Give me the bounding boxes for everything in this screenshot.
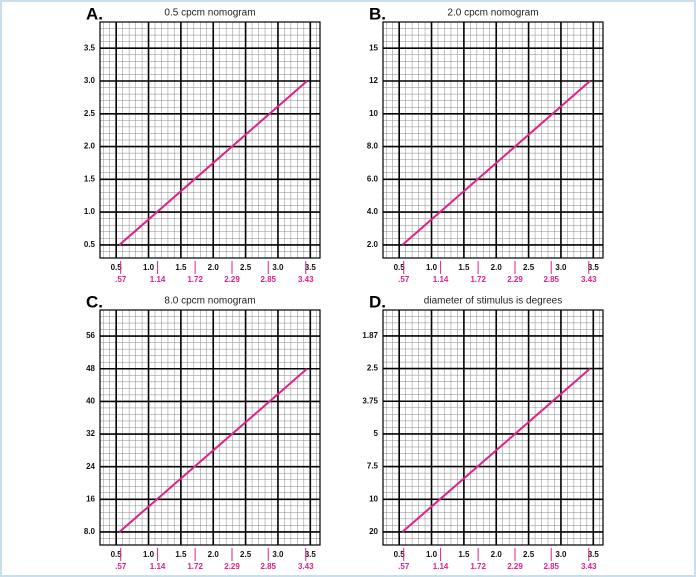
- x-tick-label: 2.5: [240, 263, 252, 272]
- x-tick-label: 3.0: [555, 550, 567, 559]
- chart-title: 0.5 cpcm nomogram: [164, 8, 255, 19]
- x-tick-label: 0.5: [111, 263, 123, 272]
- y-tick-label: 0.5: [84, 240, 96, 249]
- y-tick-label: 3.5: [84, 43, 96, 52]
- x2-tick-label: 1.72: [470, 275, 486, 284]
- x-tick-label: 1.0: [143, 550, 155, 559]
- chart-title: diameter of stimulus is degrees: [424, 296, 562, 307]
- x-tick-label: 1.0: [143, 263, 155, 272]
- x2-tick-label: .57: [398, 562, 410, 571]
- y-tick-label: 10: [369, 494, 378, 503]
- x-tick-label: 3.5: [305, 263, 317, 272]
- plot-border: [382, 309, 604, 546]
- y-tick-label: 32: [86, 429, 95, 438]
- x-tick-label: 1.0: [426, 550, 438, 559]
- x2-tick-label: 1.72: [187, 562, 203, 571]
- y-tick-label: 56: [86, 331, 95, 340]
- x2-tick-label: 1.14: [150, 562, 166, 571]
- x2-tick-label: 1.14: [433, 562, 449, 571]
- x-tick-label: 3.5: [588, 263, 600, 272]
- x-tick-label: 3.5: [588, 550, 600, 559]
- x2-tick-label: 2.29: [507, 562, 523, 571]
- x-tick-label: 2.5: [240, 550, 252, 559]
- y-tick-label: 10: [369, 109, 378, 118]
- x-tick-label: 3.0: [272, 263, 284, 272]
- x-tick-label: 1.5: [175, 550, 187, 559]
- x-tick-label: 2.0: [208, 550, 220, 559]
- x-tick-label: 3.0: [555, 263, 567, 272]
- y-tick-label: 1.87: [362, 331, 378, 340]
- x-tick-label: 3.5: [305, 550, 317, 559]
- x2-tick-label: .57: [115, 275, 127, 284]
- plot-border: [99, 309, 321, 546]
- x2-tick-label: .57: [115, 562, 127, 571]
- y-tick-label: 12: [369, 76, 378, 85]
- panel-label: C.: [86, 292, 103, 311]
- x2-tick-label: 1.14: [433, 275, 449, 284]
- y-tick-label: 1.0: [84, 207, 96, 216]
- x-tick-label: 1.5: [458, 263, 470, 272]
- y-tick-label: 6.0: [367, 174, 379, 183]
- data-line: [118, 80, 308, 246]
- x-tick-label: 1.5: [458, 550, 470, 559]
- y-tick-label: 40: [86, 396, 95, 405]
- x-tick-label: 3.0: [272, 550, 284, 559]
- x-tick-label: 2.5: [523, 550, 535, 559]
- x-tick-label: 1.5: [175, 263, 187, 272]
- x2-tick-label: 1.72: [470, 562, 486, 571]
- x-tick-label: 2.0: [491, 550, 503, 559]
- y-tick-label: 8.0: [367, 142, 379, 151]
- y-tick-label: 5: [374, 429, 379, 438]
- y-tick-label: 3.0: [84, 76, 96, 85]
- x2-tick-label: 3.43: [298, 275, 314, 284]
- x2-tick-label: 2.85: [260, 562, 276, 571]
- y-tick-label: 16: [86, 494, 95, 503]
- x2-tick-label: 2.85: [260, 275, 276, 284]
- x2-tick-label: 2.85: [543, 562, 559, 571]
- x2-tick-label: 1.14: [150, 275, 166, 284]
- x2-tick-label: 3.43: [581, 562, 597, 571]
- x2-tick-label: 2.29: [224, 562, 240, 571]
- x-tick-label: 2.0: [491, 263, 503, 272]
- x-tick-label: 0.5: [394, 263, 406, 272]
- y-tick-label: 2.0: [84, 142, 96, 151]
- y-tick-label: 3.75: [362, 396, 378, 405]
- x-tick-label: 2.0: [208, 263, 220, 272]
- x2-tick-label: 1.72: [187, 275, 203, 284]
- plot-border: [382, 21, 604, 259]
- y-tick-label: 48: [86, 364, 95, 373]
- chart-title: 8.0 cpcm nomogram: [164, 296, 255, 307]
- x2-tick-label: 2.85: [543, 275, 559, 284]
- chart-title: 2.0 cpcm nomogram: [447, 8, 538, 19]
- panel-label: A.: [86, 4, 103, 23]
- plot-border: [99, 21, 321, 259]
- panel-label: D.: [369, 292, 386, 311]
- x2-tick-label: 3.43: [298, 562, 314, 571]
- y-tick-label: 20: [369, 527, 378, 536]
- y-tick-label: 1.5: [84, 174, 96, 183]
- y-tick-label: 4.0: [367, 207, 379, 216]
- x-tick-label: 0.5: [111, 550, 123, 559]
- data-line: [118, 367, 308, 533]
- y-tick-label: 2.5: [367, 364, 379, 373]
- y-tick-label: 2.5: [84, 109, 96, 118]
- x2-tick-label: 2.29: [224, 275, 240, 284]
- x-tick-label: 2.5: [523, 263, 535, 272]
- y-tick-label: 24: [86, 462, 95, 471]
- data-line: [401, 80, 591, 246]
- x2-tick-label: 2.29: [507, 275, 523, 284]
- x2-tick-label: 3.43: [581, 275, 597, 284]
- y-tick-label: 7.5: [367, 462, 379, 471]
- x-tick-label: 1.0: [426, 263, 438, 272]
- y-tick-label: 2.0: [367, 240, 379, 249]
- x-tick-label: 0.5: [394, 550, 406, 559]
- data-line: [401, 367, 591, 533]
- panel-label: B.: [369, 4, 386, 23]
- y-tick-label: 8.0: [84, 527, 96, 536]
- x2-tick-label: .57: [398, 275, 410, 284]
- y-tick-label: 15: [369, 43, 378, 52]
